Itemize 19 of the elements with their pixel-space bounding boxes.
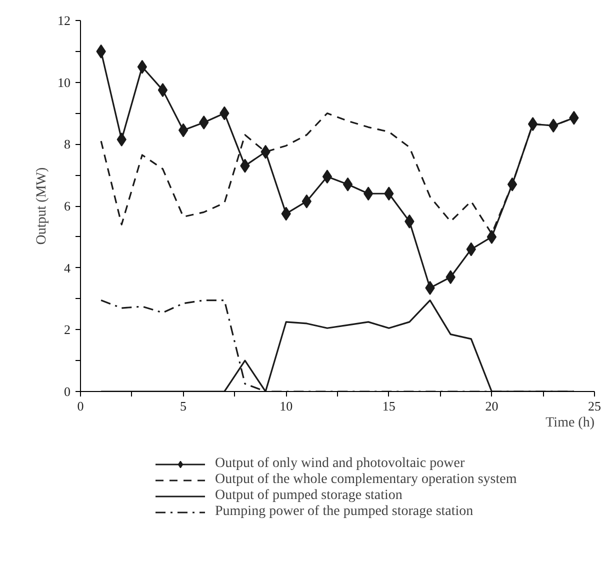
x-tick-label: 15 bbox=[382, 398, 396, 414]
y-tick-label: 6 bbox=[64, 198, 71, 214]
y-tick-label: 0 bbox=[64, 384, 70, 399]
legend-label: Output of pumped storage station bbox=[215, 488, 402, 504]
y-tick-label: 2 bbox=[64, 322, 70, 338]
x-axis-title: Time (h) bbox=[546, 416, 595, 430]
y-tick-label: 4 bbox=[64, 260, 71, 276]
legend-label: Output of only wind and photovoltaic power bbox=[215, 456, 465, 472]
y-tick-label: 10 bbox=[58, 74, 70, 90]
x-tick-label: 20 bbox=[485, 398, 498, 414]
y-tick-label: 12 bbox=[58, 13, 70, 28]
x-tick-label: 10 bbox=[280, 398, 293, 414]
x-tick-label: 25 bbox=[588, 398, 601, 414]
legend-label: Pumping power of the pumped storage station bbox=[215, 504, 474, 520]
x-tick-label: 5 bbox=[180, 398, 187, 414]
legend-label: Output of the whole complementary operation system bbox=[215, 472, 517, 488]
y-tick-label: 8 bbox=[64, 136, 70, 152]
y-axis-title: Output (MW) bbox=[34, 166, 50, 245]
x-tick-label: 0 bbox=[77, 398, 84, 414]
